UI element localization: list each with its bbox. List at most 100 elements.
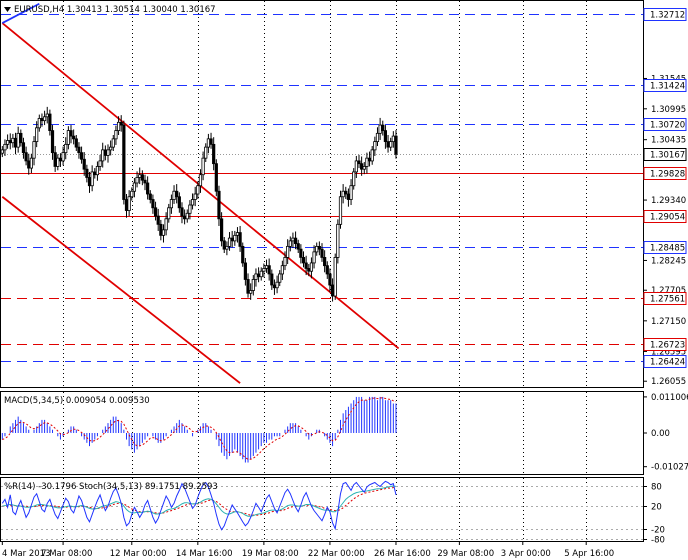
candle-body (352, 171, 356, 187)
candle-body (391, 135, 395, 143)
candle-body (127, 196, 131, 211)
candle-body (148, 193, 152, 200)
candle-body (143, 179, 147, 184)
candle-body (349, 185, 353, 200)
candle-body (106, 149, 110, 156)
candle-body (13, 137, 18, 148)
candle-body (29, 157, 33, 169)
candle-body (370, 149, 374, 162)
dropdown-triangle-icon[interactable] (4, 7, 11, 12)
candle-body (301, 257, 306, 264)
candle-body (151, 199, 155, 209)
candle-body (11, 137, 15, 144)
level-label: 1.29054 (650, 213, 685, 223)
level-label: 1.28485 (650, 244, 685, 254)
candle-body (146, 182, 150, 195)
candle-body (6, 140, 10, 145)
macd-tick-label: 0.00 (651, 429, 670, 439)
level-label: 1.26723 (650, 341, 685, 351)
candle-body (90, 171, 94, 187)
candle-body (196, 185, 200, 195)
symbol-header: EURUSD,H4 1.30413 1.30514 1.30040 1.3016… (14, 5, 216, 15)
macd-tick-label: 0.011006 (651, 393, 688, 403)
candle-body (373, 141, 377, 151)
candle-body (122, 124, 126, 200)
candle-body (159, 223, 163, 236)
time-tick-label: 12 Mar 00:00 (110, 549, 167, 559)
wpr-line (1, 480, 397, 531)
level-label: 1.29828 (650, 170, 685, 180)
candle-body (320, 248, 324, 258)
candle-body (180, 207, 184, 217)
stoch-signal-line (2, 486, 397, 516)
candle-body (312, 251, 316, 264)
price-panel-frame (0, 0, 644, 388)
time-tick-label: 5 Apr 16:00 (564, 549, 614, 559)
candle-body (280, 265, 284, 275)
candle-body (37, 118, 41, 129)
candle-body (217, 190, 221, 220)
candle-body (243, 262, 247, 280)
candle-body (98, 160, 102, 167)
candle-body (227, 237, 232, 247)
candle-body (264, 265, 269, 269)
stoch-main-line (2, 485, 397, 517)
candle-body (101, 149, 105, 162)
candle-body (360, 163, 364, 170)
level-label-box (643, 355, 687, 368)
candle-body (299, 248, 303, 258)
candle-body (315, 245, 319, 253)
candle-body (278, 273, 282, 283)
candle-body (220, 218, 224, 242)
candle-body (167, 207, 171, 220)
candle-body (214, 163, 218, 192)
candle-body (177, 196, 181, 209)
level-label-box (643, 79, 687, 92)
candle-body (296, 243, 300, 250)
macd-signal-line (2, 397, 397, 460)
time-tick-label: 22 Mar 00:00 (308, 549, 365, 559)
candle-body (283, 257, 287, 267)
current-price-label: 1.30167 (650, 151, 685, 161)
candle-body (153, 207, 158, 217)
time-tick-label: 19 Mar 08:00 (242, 549, 299, 559)
candle-body (93, 171, 97, 176)
candle-body (206, 138, 210, 148)
candle-body (66, 130, 70, 145)
candle-body (124, 199, 129, 211)
candle-body (344, 190, 348, 195)
candle-body (325, 265, 329, 275)
candle-body (256, 273, 261, 278)
level-label: 1.27561 (650, 295, 685, 305)
level-label-box (643, 241, 687, 254)
candle-body (42, 116, 47, 122)
time-tick-label: 26 Mar 16:00 (374, 549, 431, 559)
candle-body (111, 138, 115, 148)
candle-body (367, 157, 372, 162)
candle-body (365, 157, 369, 167)
candle-body (291, 237, 295, 242)
candle-body (225, 245, 229, 250)
time-tick-label: 29 Mar 08:00 (437, 549, 494, 559)
candle-body (394, 135, 398, 155)
price-tick-label: 1.26595 (651, 347, 686, 357)
price-tick-label: 1.30435 (651, 136, 686, 146)
candle-body (3, 143, 7, 151)
osc-tick-label: 20 (651, 503, 662, 513)
candle-body (116, 121, 121, 131)
candle-body (201, 157, 205, 176)
candle-body (338, 196, 343, 225)
osc-tick-label: -20 (651, 526, 665, 536)
candle-body (140, 174, 144, 181)
level-label-box (643, 338, 687, 351)
candle-body (190, 199, 195, 206)
candle-body (35, 127, 39, 143)
level-label: 1.26424 (650, 358, 685, 368)
candle-body (69, 130, 73, 137)
candle-body (362, 166, 366, 170)
level-label: 1.30720 (650, 121, 685, 131)
candle-body (333, 257, 337, 297)
current-price-box (643, 148, 687, 161)
